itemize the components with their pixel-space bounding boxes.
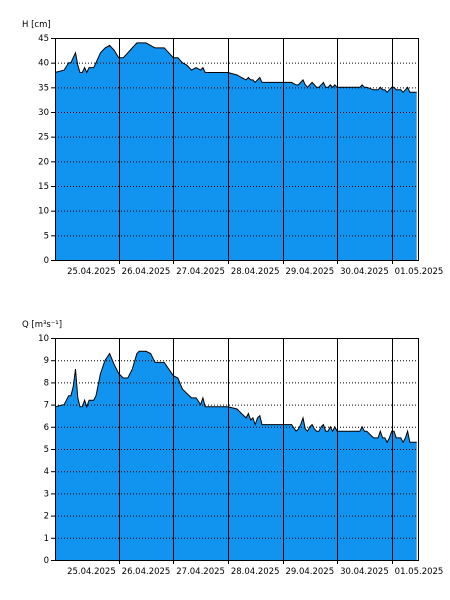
water-level-x-tick-label: 30.04.2025 — [340, 267, 389, 277]
water-level-y-tick-label: 20 — [38, 157, 49, 167]
discharge-x-tick-label: 25.04.2025 — [67, 567, 116, 577]
water-level-x-tick-label: 01.05.2025 — [395, 267, 444, 277]
water-level-y-tick-label: 0 — [44, 256, 49, 266]
water-level-y-tick-label: 45 — [38, 34, 49, 44]
water-level-line — [54, 42, 417, 94]
discharge-x-tick-label: 29.04.2025 — [285, 567, 334, 577]
discharge-x-tick-label: 28.04.2025 — [231, 567, 280, 577]
discharge-y-tick-label: 0 — [44, 556, 49, 566]
water-level-x-tick-label: 27.04.2025 — [176, 267, 225, 277]
water-level-y-tick-label: 5 — [44, 231, 49, 241]
water-level-chart: 0 5 10 15 20 25 30 35 40 45 25.04.2025 26.04.2025 27… — [22, 20, 443, 277]
discharge-y-tick-label: 3 — [44, 489, 49, 499]
discharge-y-tick-label: 7 — [44, 401, 49, 411]
water-level-x-tick-label: 26.04.2025 — [122, 267, 171, 277]
discharge-y-tick-label: 6 — [44, 423, 49, 433]
discharge-y-tick-label: 1 — [44, 534, 49, 544]
water-level-axis-label: H [cm] — [22, 20, 51, 30]
water-level-y-tick-label: 25 — [38, 133, 49, 143]
discharge-y-tick-label: 4 — [44, 467, 49, 477]
water-level-y-tick-label: 15 — [38, 182, 49, 192]
water-level-x-tick-label: 28.04.2025 — [231, 267, 280, 277]
water-level-y-tick-label: 30 — [38, 108, 49, 118]
discharge-x-tick-label: 27.04.2025 — [176, 567, 225, 577]
discharge-y-tick-label: 5 — [44, 445, 49, 455]
discharge-frame — [55, 338, 419, 561]
water-level-y-tick-label: 10 — [38, 207, 49, 217]
water-level-frame — [55, 38, 419, 261]
water-level-x-tick-label: 29.04.2025 — [285, 267, 334, 277]
discharge-y-tick-label: 2 — [44, 512, 49, 522]
discharge-y-tick-label: 9 — [44, 356, 49, 366]
water-level-x-tick-label: 25.04.2025 — [67, 267, 116, 277]
water-level-area — [55, 42, 417, 261]
discharge-y-tick-label: 10 — [38, 334, 49, 344]
discharge-area — [55, 351, 417, 560]
discharge-x-tick-label: 26.04.2025 — [122, 567, 171, 577]
water-level-y-tick-label: 35 — [38, 83, 49, 93]
discharge-x-tick-label: 01.05.2025 — [395, 567, 444, 577]
water-level-y-tick-label: 40 — [38, 59, 49, 69]
discharge-y-tick-label: 8 — [44, 378, 49, 388]
discharge-line — [54, 350, 417, 444]
discharge-axis-label: Q [m³s⁻¹] — [22, 320, 62, 330]
discharge-chart: 0 1 2 3 4 5 6 7 8 9 10 25.04.2025 26.04.2025 27.04.20… — [22, 320, 443, 577]
discharge-x-tick-label: 30.04.2025 — [340, 567, 389, 577]
